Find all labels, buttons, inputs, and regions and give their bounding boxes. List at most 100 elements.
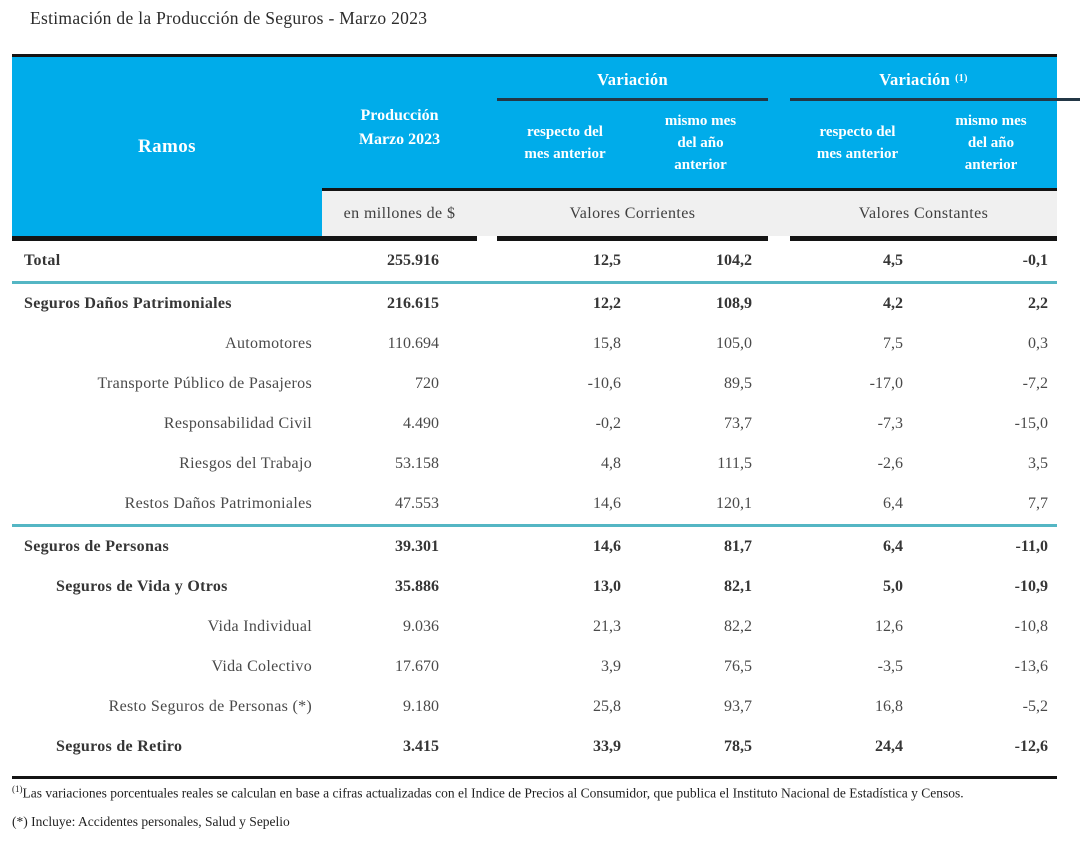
value-cell-k1: -3,5 (877, 658, 903, 675)
row-label: Vida Individual (207, 618, 312, 635)
row-label: Resto Seguros de Personas (*) (108, 698, 312, 715)
band-valores-constantes: Valores Constantes (858, 204, 989, 222)
value-cell-k2: 7,7 (1028, 495, 1048, 512)
footnote-1-marker: (1) (12, 784, 23, 794)
row-label: Restos Daños Patrimoniales (124, 495, 312, 512)
value-cell-vc2: 76,5 (724, 658, 752, 675)
header-units-band (322, 188, 1057, 236)
row-label: Riesgos del Trabajo (179, 455, 312, 472)
band-valores-corrientes: Valores Corrientes (569, 204, 696, 222)
table-row: Seguros de Vida y Otros 35.886 13,0 82,1 5,0… (12, 567, 1057, 607)
value-cell-vc1: 25,8 (593, 698, 621, 715)
row-label: Transporte Público de Pasajeros (97, 375, 312, 392)
value-cell-vc1: 21,3 (593, 618, 621, 635)
value-cell-k1: 5,0 (883, 578, 903, 595)
value-cell-k1: 16,8 (875, 698, 903, 715)
value-cell-vc1: 15,8 (593, 335, 621, 352)
row-label: Seguros de Vida y Otros (56, 578, 228, 595)
table-header: Ramos Producción Marzo 2023 Variación Va… (12, 54, 1080, 241)
value-cell-vc1: 14,6 (593, 538, 621, 555)
value-cell-vc2: 93,7 (724, 698, 752, 715)
value-cell-prod: 216.615 (387, 295, 439, 312)
header-bottom-border (12, 236, 477, 241)
value-cell-vc2: 104,2 (716, 252, 752, 269)
table-row: Seguros de Personas 39.301 14,6 81,7 6,4 -11,… (12, 527, 1057, 567)
footnote-marker-1: (1) (955, 72, 968, 84)
value-cell-vc1: 14,6 (593, 495, 621, 512)
value-cell-k1: 7,5 (883, 335, 903, 352)
value-cell-vc2: 81,7 (724, 538, 752, 555)
value-cell-vc2: 105,0 (716, 335, 752, 352)
table-row: Seguros de Retiro 3.415 33,9 78,5 24,4 -12,6 (12, 727, 1057, 767)
footnote-1-text: Las variaciones porcentuales reales se c… (22, 785, 964, 801)
value-cell-prod: 47.553 (395, 495, 439, 512)
header-ramos: Ramos (12, 57, 322, 236)
value-cell-k1: 6,4 (883, 495, 903, 512)
value-cell-prod: 3.415 (403, 738, 439, 755)
subheader-respecto-corrientes: respecto del mes anterior (524, 124, 606, 162)
row-label: Vida Colectivo (211, 658, 312, 675)
value-cell-vc2: 111,5 (717, 455, 752, 472)
row-label: Seguros Daños Patrimoniales (24, 295, 232, 312)
value-cell-prod: 9.036 (403, 618, 439, 635)
table-row: Restos Daños Patrimoniales 47.553 14,6 120,… (12, 484, 1057, 527)
row-label: Automotores (225, 335, 312, 352)
table-row: Automotores 110.694 15,8 105,0 7,5 0,3 (12, 324, 1057, 364)
subheader-respecto-constantes: respecto del mes anterior (816, 124, 899, 162)
header-group-variacion-corrientes: Variación (497, 65, 768, 95)
header-group-variacion-constantes: Variación (1) (790, 65, 1057, 95)
value-cell-prod: 4.490 (403, 415, 439, 432)
value-cell-k1: 12,6 (875, 618, 903, 635)
value-cell-k1: 6,4 (883, 538, 903, 555)
value-cell-vc1: 12,5 (593, 252, 621, 269)
value-cell-vc1: 13,0 (593, 578, 621, 595)
value-cell-prod: 53.158 (395, 455, 439, 472)
group-underline (790, 98, 1080, 101)
value-cell-vc1: 12,2 (593, 295, 621, 312)
value-cell-k1: 24,4 (875, 738, 903, 755)
table-row: Total 255.916 12,5 104,2 4,5 -0,1 (12, 241, 1057, 284)
value-cell-vc2: 73,7 (724, 415, 752, 432)
header-bottom-border (790, 236, 1057, 241)
value-cell-k2: -12,6 (1014, 738, 1048, 755)
value-cell-k2: -5,2 (1022, 698, 1048, 715)
subheader-mismo-constantes: mismo mes del año anterior (955, 113, 1027, 173)
value-cell-k1: -7,3 (877, 415, 903, 432)
group-underline (497, 98, 768, 101)
value-cell-k2: -11,0 (1015, 538, 1048, 555)
value-cell-k1: -2,6 (877, 455, 903, 472)
value-cell-prod: 720 (415, 375, 439, 392)
value-cell-k2: -0,1 (1022, 252, 1048, 269)
value-cell-prod: 39.301 (395, 538, 439, 555)
value-cell-vc1: 4,8 (601, 455, 621, 472)
value-cell-prod: 17.670 (395, 658, 439, 675)
value-cell-k2: 3,5 (1028, 455, 1048, 472)
table-bottom-border (12, 776, 1057, 779)
value-cell-vc1: -10,6 (587, 375, 621, 392)
value-cell-k1: 4,5 (883, 252, 903, 269)
unit-label: en millones de $ (343, 204, 456, 222)
subheader-mismo-corrientes: mismo mes del año anterior (664, 113, 737, 173)
value-cell-k2: -15,0 (1014, 415, 1048, 432)
value-cell-k2: 2,2 (1028, 295, 1048, 312)
value-cell-k1: 4,2 (883, 295, 903, 312)
value-cell-k2: -13,6 (1014, 658, 1048, 675)
value-cell-vc2: 78,5 (724, 738, 752, 755)
table-row: Responsabilidad Civil 4.490 -0,2 73,7 -7,3 -1… (12, 404, 1057, 444)
table-row: Vida Colectivo 17.670 3,9 76,5 -3,5 -13,6 (12, 647, 1057, 687)
value-cell-vc2: 82,2 (724, 618, 752, 635)
footnotes: (1)Las variaciones porcentuales reales s… (12, 782, 1042, 830)
header-produccion: Producción Marzo 2023 (358, 107, 441, 148)
value-cell-vc1: -0,2 (595, 415, 621, 432)
value-cell-vc2: 120,1 (716, 495, 752, 512)
row-label: Seguros de Personas (24, 538, 169, 555)
value-cell-prod: 110.694 (387, 335, 439, 352)
footnote-1: (1)Las variaciones porcentuales reales s… (12, 782, 1042, 805)
header-bottom-border (497, 236, 768, 241)
value-cell-k2: -10,9 (1014, 578, 1048, 595)
row-label: Seguros de Retiro (56, 738, 183, 755)
value-cell-k2: 0,3 (1028, 335, 1048, 352)
value-cell-k2: -7,2 (1022, 375, 1048, 392)
group-label-text: Variación (879, 70, 951, 89)
